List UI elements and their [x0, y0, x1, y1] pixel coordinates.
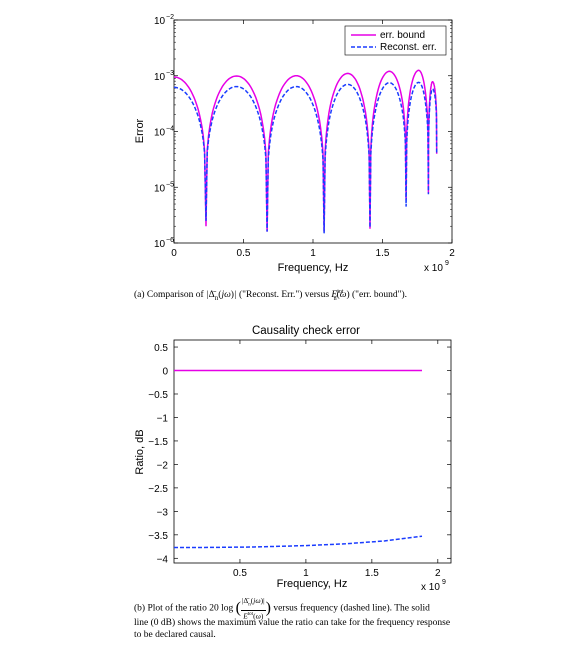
y-tick-label: 10 — [154, 16, 166, 27]
x-tick-label: 2 — [449, 248, 455, 259]
chart-b-x-ticks: 0.5 1 1.5 2 — [233, 340, 441, 579]
x-tick-label: 1 — [310, 248, 316, 259]
x-tick-label: 0.5 — [237, 248, 251, 259]
legend-box — [344, 25, 447, 56]
y-tick-label: −1.5 — [148, 437, 168, 448]
legend-label-reconst-err: Reconst. err. — [380, 42, 437, 53]
y-tick-exponent: −6 — [166, 237, 174, 244]
chart-b-x-exponent-power: 9 — [442, 579, 446, 586]
legend-label-err-bound: err. bound — [380, 30, 425, 41]
chart-b-y-ticks: 0.5 0 −0.5 −1 −1.5 −2 −2.5 −3 −3.5 −4 — [148, 343, 451, 565]
chart-b-series — [174, 369, 423, 549]
y-tick-exponent: −2 — [166, 14, 174, 21]
y-tick-label: −3.5 — [148, 531, 168, 542]
series-ratio — [174, 535, 423, 549]
y-tick-label: 10 — [154, 183, 166, 194]
x-tick-label: 0 — [171, 248, 177, 259]
caption-a-formula-e: Etotn(ω) — [331, 289, 350, 303]
y-tick-label: 10 — [154, 239, 166, 250]
y-tick-label: −1 — [157, 413, 169, 424]
caption-b-paren-close: ) — [265, 599, 271, 617]
y-tick-label: −3 — [157, 507, 169, 518]
y-tick-exponent: −4 — [166, 126, 174, 133]
x-tick-label: 2 — [435, 568, 441, 579]
caption-b-paren-open: ( — [235, 599, 241, 617]
y-tick-exponent: −3 — [166, 70, 174, 77]
causality-check-chart: Causality check error 0.5 1 1.5 2 0.5 0 −0.5 −… — [134, 325, 452, 593]
chart-a-x-exponent-power: 9 — [445, 260, 449, 267]
caption-b-fraction: |Δ̄n(jω)| Etot(ω) — [240, 596, 266, 620]
caption-a-formula-delta: |Δ̄n(jω)| — [206, 290, 237, 303]
chart-a-x-exponent: x 10 — [424, 263, 443, 274]
y-tick-label: 0 — [162, 367, 168, 378]
chart-a-y-ticks: 10−610−510−410−310−2 — [154, 14, 452, 250]
y-tick-label: 10 — [154, 72, 166, 83]
caption-a-suffix: ("err. bound"). — [352, 290, 407, 301]
series-reconst-err — [173, 81, 438, 234]
chart-a-x-ticks: 0 0.5 1 1.5 2 — [171, 20, 455, 259]
x-tick-label: 1 — [303, 568, 309, 579]
chart-a-legend: err. bound Reconst. err. — [344, 25, 447, 56]
caption-b-line3: to be declared causal. — [134, 630, 216, 640]
y-tick-label: −0.5 — [148, 390, 168, 401]
series-err-bound — [173, 69, 438, 232]
caption-b: (b) Plot of the ratio 20 log (|Δ̄n(jω)| E… — [134, 597, 574, 641]
chart-a-ylabel: Error — [134, 118, 146, 143]
chart-b-ylabel: Ratio, dB — [134, 429, 146, 474]
y-tick-exponent: −5 — [166, 181, 174, 188]
caption-b-line1-prefix: (b) Plot of the ratio 20 log — [134, 603, 234, 614]
error-comparison-chart: 0 0.5 1 1.5 2 10−610−510−410−310−2 Frequency… — [134, 14, 455, 274]
y-tick-label: −2.5 — [148, 484, 168, 495]
caption-b-line1-suffix: versus frequency (dashed line). The soli… — [273, 603, 430, 614]
y-tick-label: −4 — [157, 554, 169, 565]
chart-b-title: Causality check error — [252, 325, 360, 337]
caption-b-line2: line (0 dB) shows the maximum value the … — [134, 618, 451, 628]
x-tick-label: 0.5 — [233, 568, 247, 579]
y-tick-label: 0.5 — [154, 343, 168, 354]
chart-a-xlabel: Frequency, Hz — [278, 262, 349, 274]
y-tick-label: −2 — [157, 460, 169, 471]
y-tick-label: 10 — [154, 128, 166, 139]
chart-a-series — [173, 69, 438, 234]
caption-a: (a) Comparison of |Δ̄n(jω)| ("Reconst. E… — [134, 286, 574, 305]
x-tick-label: 1.5 — [376, 248, 390, 259]
caption-b-line1: (b) Plot of the ratio 20 log (|Δ̄n(jω)| E… — [134, 596, 574, 620]
x-tick-label: 1.5 — [365, 568, 379, 579]
chart-b-x-exponent: x 10 — [421, 582, 440, 593]
caption-a-prefix: (a) Comparison of — [134, 290, 204, 301]
caption-a-mid: ("Reconst. Err.") versus — [238, 290, 330, 301]
chart-b-plot-area — [173, 339, 452, 564]
chart-b-xlabel: Frequency, Hz — [277, 578, 348, 590]
